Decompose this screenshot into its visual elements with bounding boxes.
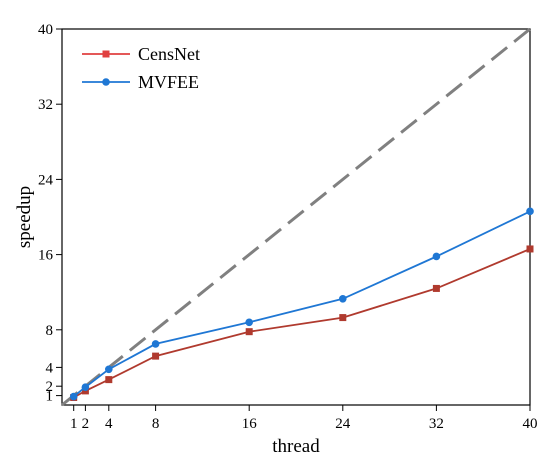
data-point-mvfee: [526, 207, 534, 216]
legend-item-mvfee: MVFEE: [82, 72, 199, 92]
legend: CensNet MVFEE: [82, 44, 200, 92]
y-tick-label: 2: [46, 379, 54, 395]
x-tick-label: 4: [105, 416, 113, 432]
x-tick-label: 1: [70, 416, 78, 432]
series-line-censnet: [73, 248, 531, 399]
data-point-mvfee: [245, 318, 253, 327]
legend-marker-mvfee: [102, 78, 110, 86]
series-layer: [69, 207, 534, 401]
x-tick-label: 2: [82, 416, 90, 432]
x-axis-title: thread: [272, 436, 320, 457]
reference-line: [61, 27, 531, 407]
legend-item-censnet: CensNet: [82, 44, 200, 64]
legend-label-censnet: CensNet: [138, 44, 200, 64]
x-axis-ticks: 1 2 4 8 16 24 32 40: [70, 405, 538, 432]
plot-border: [61, 28, 531, 406]
y-tick-label: 40: [38, 22, 53, 38]
reference-line-layer: [61, 27, 531, 407]
data-point-mvfee: [432, 252, 441, 261]
series-censnet: [70, 245, 534, 401]
legend-marker-censnet: [102, 50, 110, 58]
y-tick-label: 16: [38, 248, 54, 264]
series-mvfee: [69, 207, 534, 401]
data-point-mvfee: [81, 383, 90, 391]
y-tick-label: 1: [46, 389, 54, 405]
plot-frame: [61, 28, 531, 406]
y-tick-label: 8: [46, 323, 54, 339]
y-axis-title: speedup: [14, 186, 35, 248]
x-tick-label: 24: [335, 416, 351, 432]
legend-label-mvfee: MVFEE: [138, 72, 199, 92]
data-point-censnet: [105, 376, 113, 384]
data-point-censnet: [526, 245, 534, 253]
y-tick-label: 24: [38, 172, 54, 188]
data-point-censnet: [339, 314, 347, 322]
x-tick-label: 8: [152, 416, 160, 432]
data-point-censnet: [152, 352, 160, 360]
data-point-censnet: [245, 328, 253, 336]
data-point-mvfee: [105, 365, 113, 374]
x-tick-label: 16: [242, 416, 258, 432]
data-point-mvfee: [339, 294, 347, 303]
y-tick-label: 32: [38, 97, 53, 113]
x-tick-label: 40: [523, 416, 538, 432]
data-point-mvfee: [69, 392, 78, 401]
series-line-mvfee: [73, 210, 531, 398]
x-tick-label: 32: [429, 416, 444, 432]
data-point-censnet: [432, 284, 440, 292]
data-point-mvfee: [151, 340, 160, 348]
y-tick-label: 4: [46, 360, 54, 376]
